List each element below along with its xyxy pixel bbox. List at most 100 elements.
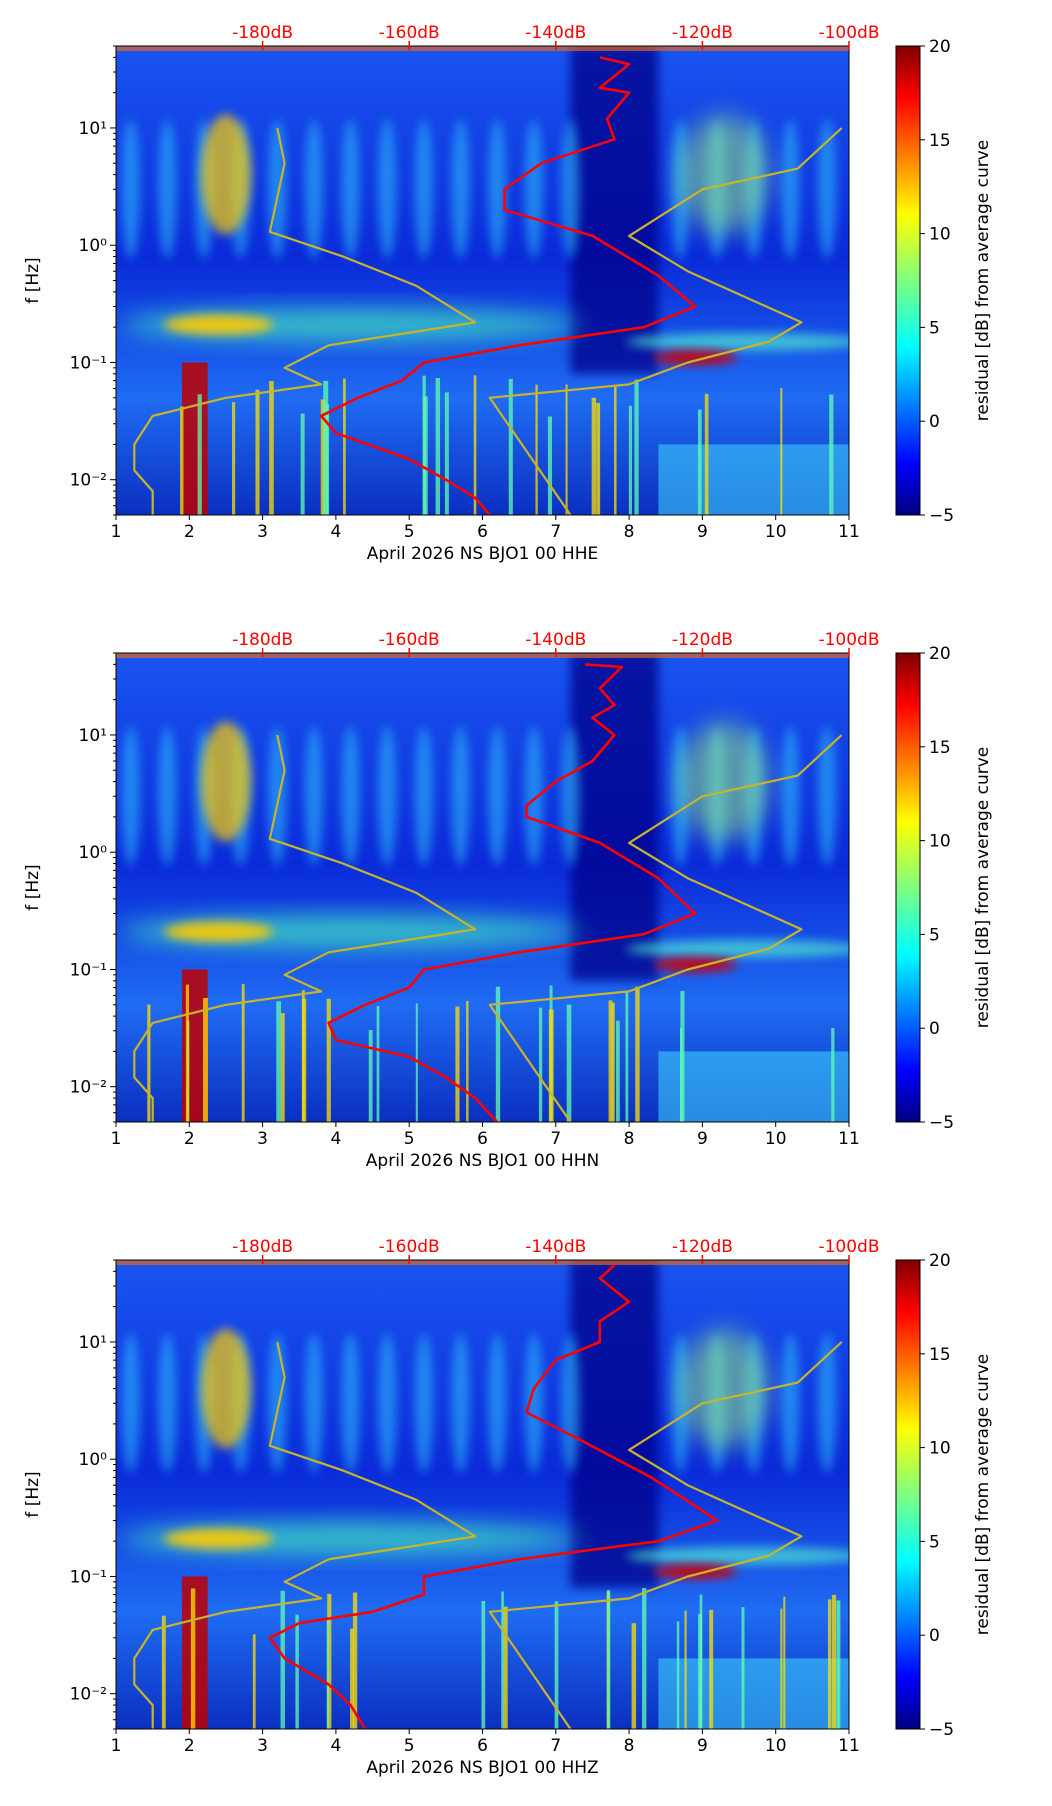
heatmap-daily-column <box>451 119 470 260</box>
y-tick-label: 10⁻¹ <box>70 353 107 373</box>
heatmap-transient-spike <box>232 402 236 515</box>
heatmap-hf-late <box>679 1328 770 1449</box>
heatmap-transient-spike <box>596 402 601 515</box>
heatmap-transient-spike <box>628 405 632 515</box>
x-tick-label: 6 <box>477 1736 488 1756</box>
x-tick-label: 5 <box>404 522 415 542</box>
heatmap-daily-column <box>304 119 323 260</box>
heatmap-transient-spike <box>697 409 702 515</box>
y-tick-label: 10⁻¹ <box>70 1567 107 1587</box>
heatmap-transient-spike <box>591 397 597 515</box>
heatmap-daily-column <box>121 119 140 260</box>
db-label: -120dB <box>672 1237 733 1257</box>
heatmap-transient-spike <box>327 1593 332 1729</box>
db-label: -120dB <box>672 23 733 43</box>
heatmap-transient-spike <box>611 1002 615 1122</box>
heatmap-daily-column <box>268 1333 287 1474</box>
x-axis-label: April 2026 NS BJO1 00 HHZ <box>366 1758 598 1778</box>
db-label: -180dB <box>232 23 293 43</box>
colorbar-tick-label: 15 <box>929 131 951 151</box>
heatmap-daily-column <box>524 119 543 260</box>
x-tick-label: 8 <box>624 522 635 542</box>
heatmap-transient-spike <box>616 1020 620 1122</box>
heatmap-transient-spike <box>684 1610 687 1729</box>
heatmap-transient-spike <box>704 393 709 515</box>
db-label: -140dB <box>525 1237 586 1257</box>
high-noise-model-curve <box>488 1341 843 1729</box>
colorbar-tick-label: −5 <box>929 1113 954 1133</box>
heatmap-transient-spike <box>548 1009 554 1122</box>
x-tick-label: 3 <box>257 1736 268 1756</box>
colorbar <box>895 1259 921 1730</box>
heatmap-daily-column <box>414 119 433 260</box>
x-tick-label: 9 <box>697 1129 708 1149</box>
heatmap-transient-spike <box>473 375 477 515</box>
heatmap-quiet-band <box>570 46 659 374</box>
heatmap-transient-spike <box>376 1005 380 1122</box>
x-tick-label: 5 <box>404 1129 415 1149</box>
heatmap-transient-spike <box>831 1594 837 1729</box>
x-tick-label: 1 <box>111 522 122 542</box>
heatmap-transient-spike <box>481 1600 486 1729</box>
x-tick-label: 3 <box>257 1129 268 1149</box>
heatmap-transient-spike <box>326 998 331 1122</box>
heatmap-transient-spike <box>280 1590 285 1729</box>
x-tick-label: 11 <box>838 1129 860 1149</box>
heatmap-microseism-band-late <box>626 332 849 351</box>
high-noise-model-curve <box>488 734 843 1122</box>
heatmap-transient-spike <box>679 1028 683 1122</box>
heatmap-transient-spike <box>295 1614 299 1729</box>
x-tick-label: 6 <box>477 522 488 542</box>
x-tick-label: 6 <box>477 1129 488 1149</box>
heatmap-daily-column <box>488 1333 507 1474</box>
x-tick-label: 1 <box>111 1129 122 1149</box>
heatmap-transient-spike <box>625 992 629 1122</box>
colorbar-tick-label: 0 <box>929 1626 940 1646</box>
heatmap-daily-column <box>304 726 323 867</box>
heatmap-transient-spike <box>326 1619 329 1729</box>
heatmap-daily-column <box>414 1333 433 1474</box>
heatmap-daily-column <box>781 726 800 867</box>
heatmap-daily-column <box>818 726 837 867</box>
heatmap-transient-spike <box>565 384 568 515</box>
heatmap-transient-spike <box>836 1600 841 1729</box>
colorbar-tick-label: 5 <box>929 925 940 945</box>
heatmap-daily-column <box>378 1333 397 1474</box>
x-tick-label: 4 <box>330 1129 341 1149</box>
y-axis-label: f [Hz] <box>23 1471 43 1517</box>
colorbar-tick-label: 20 <box>929 644 951 664</box>
low-noise-model-curve <box>133 1341 477 1729</box>
heatmap-hf-late <box>679 721 770 842</box>
db-label: -160dB <box>379 1237 440 1257</box>
heatmap-daily-column <box>158 726 177 867</box>
colorbar <box>895 45 921 516</box>
heatmap-hf-hotspot <box>200 1328 251 1449</box>
heatmap-transient-spike <box>343 378 346 515</box>
heatmap-quiet-band <box>570 653 659 981</box>
x-tick-label: 10 <box>765 1129 787 1149</box>
x-tick-label: 10 <box>765 1736 787 1756</box>
colorbar-tick-label: 0 <box>929 1019 940 1039</box>
heatmap-quiet-band <box>570 1260 659 1588</box>
colorbar-tick-label: 10 <box>929 1439 951 1459</box>
db-label: -160dB <box>379 630 440 650</box>
heatmap-daily-column <box>158 1333 177 1474</box>
colorbar-tick-label: −5 <box>929 506 954 526</box>
db-label: -100dB <box>818 630 879 650</box>
y-tick-label: 10⁰ <box>79 843 108 863</box>
x-tick-label: 2 <box>184 522 195 542</box>
heatmap-lf-block <box>658 1658 849 1729</box>
heatmap-transient-spike <box>422 375 426 515</box>
x-tick-label: 4 <box>330 1736 341 1756</box>
colorbar <box>895 652 921 1123</box>
heatmap-transient-spike <box>368 1030 373 1122</box>
chart-panel-1: 1 2 3 4 5 6 7 8 9 10 11 April 2026 NS BJO1 00 HHE 10… <box>23 23 993 564</box>
heatmap-daily-column <box>488 119 507 260</box>
colorbar-label: residual [dB] from average curve <box>973 1354 993 1635</box>
y-tick-label: 10⁻² <box>70 1078 107 1098</box>
db-label: -160dB <box>379 23 440 43</box>
heatmap-transient-spike <box>827 1599 832 1729</box>
heatmap-transient-spike <box>180 406 184 515</box>
colorbar-tick-label: 20 <box>929 37 951 57</box>
